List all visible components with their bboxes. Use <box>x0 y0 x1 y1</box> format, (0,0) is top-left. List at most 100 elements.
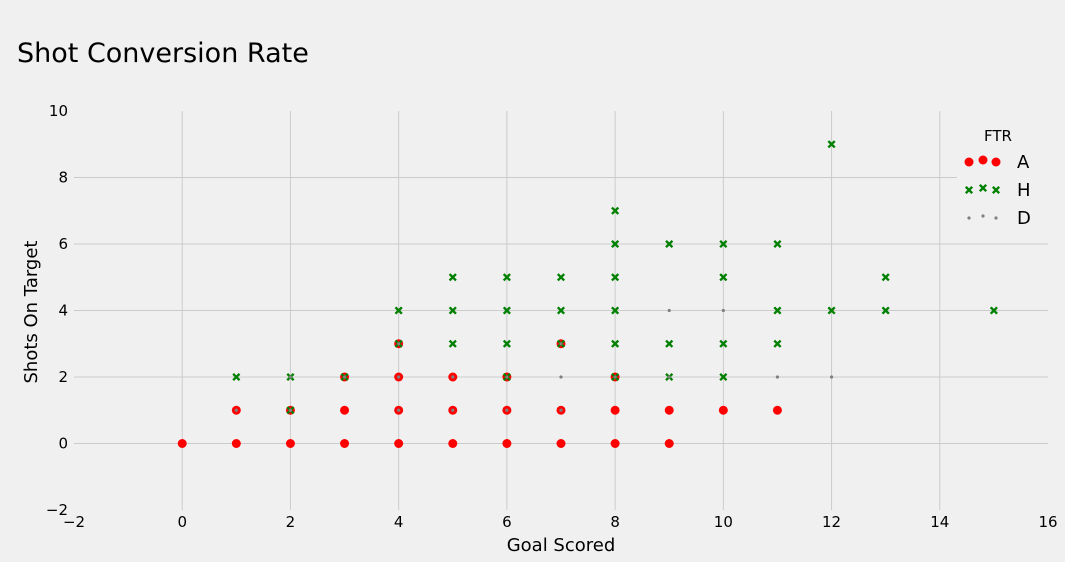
data-point-D <box>397 342 401 346</box>
data-point-D <box>613 375 617 379</box>
x-tick-label: 10 <box>714 513 733 531</box>
legend-marker-H <box>964 185 974 195</box>
data-point-H <box>448 339 457 348</box>
data-point-D <box>234 408 238 412</box>
data-point-D <box>721 308 725 313</box>
data-point-H <box>232 372 241 382</box>
legend-marker-D <box>981 214 985 218</box>
data-point-A <box>231 439 241 448</box>
legend-marker-H <box>978 183 988 193</box>
legend-label: H <box>1017 180 1031 201</box>
y-tick-label: 6 <box>58 235 68 253</box>
legend-marker-H <box>991 185 1001 195</box>
legend: FTR AHD <box>957 118 1049 238</box>
data-point-H <box>881 306 890 315</box>
y-tick-label: 2 <box>58 368 68 386</box>
y-axis-label: Shots On Target <box>21 241 42 384</box>
x-axis-label: Goal Scored <box>507 535 616 556</box>
legend-marker-D <box>994 216 998 220</box>
data-point-D <box>342 375 347 379</box>
data-point-H <box>502 339 511 348</box>
data-point-D <box>397 375 401 379</box>
legend-label: D <box>1017 208 1031 229</box>
data-point-A <box>340 405 350 415</box>
data-point-H <box>502 273 511 282</box>
data-point-H <box>881 273 890 282</box>
data-point-D <box>451 408 455 412</box>
data-point-H <box>502 306 511 315</box>
data-point-H <box>773 239 782 249</box>
data-point-H <box>719 273 728 282</box>
data-points <box>177 140 998 448</box>
data-point-D <box>775 375 780 379</box>
data-point-H <box>719 372 728 382</box>
data-point-D <box>667 308 671 313</box>
y-tick-label: 4 <box>58 302 68 320</box>
data-point-A <box>610 439 620 448</box>
legend-marker-A <box>991 157 1001 167</box>
x-tick-label: 12 <box>822 513 841 531</box>
data-point-A <box>448 439 458 448</box>
data-point-D <box>559 342 563 346</box>
data-point-A <box>664 439 674 448</box>
x-tick-label: 2 <box>286 513 296 531</box>
data-point-A <box>340 439 350 448</box>
x-tick-label: 8 <box>610 513 620 531</box>
data-point-H <box>556 273 566 282</box>
data-point-A <box>610 405 620 415</box>
data-point-H <box>611 273 620 282</box>
x-tick-labels: −2 0 2 4 6 8 10 12 14 16 <box>63 513 1058 531</box>
data-point-H <box>773 306 782 315</box>
x-tick-label: 6 <box>502 513 512 531</box>
data-point-D <box>505 375 509 379</box>
data-point-H <box>611 239 620 249</box>
y-tick-label: −2 <box>46 501 68 519</box>
data-point-D <box>559 408 563 412</box>
data-point-D <box>559 375 563 379</box>
data-point-H <box>611 206 620 215</box>
data-point-H <box>448 306 457 315</box>
data-point-A <box>285 439 295 448</box>
data-point-A <box>772 405 782 415</box>
data-point-H <box>719 339 728 348</box>
data-point-H <box>773 339 782 348</box>
legend-label: A <box>1017 152 1030 173</box>
x-tick-label: 14 <box>930 513 949 531</box>
data-point-D <box>667 375 671 379</box>
legend-marker-D <box>967 216 971 220</box>
x-tick-label: 0 <box>177 513 187 531</box>
data-point-H <box>611 306 620 315</box>
data-point-D <box>829 375 834 379</box>
data-point-D <box>288 375 293 379</box>
x-tick-label: 4 <box>394 513 404 531</box>
data-point-H <box>665 339 674 348</box>
data-point-H <box>665 239 674 249</box>
data-point-H <box>448 273 457 282</box>
data-point-A <box>556 439 566 448</box>
data-point-A <box>664 405 674 415</box>
y-tick-labels: −2 0 2 4 6 8 10 <box>46 102 68 519</box>
data-point-H <box>827 140 836 149</box>
legend-marker-A <box>978 155 988 165</box>
y-tick-label: 10 <box>49 102 68 120</box>
data-point-D <box>451 375 455 379</box>
y-tick-label: 8 <box>58 169 68 187</box>
data-point-D <box>397 408 401 412</box>
legend-title: FTR <box>984 127 1012 145</box>
data-point-H <box>989 306 998 315</box>
legend-box <box>957 118 1049 238</box>
data-point-H <box>719 239 728 249</box>
x-tick-label: 16 <box>1038 513 1057 531</box>
data-point-A <box>502 439 512 448</box>
data-point-D <box>505 408 509 412</box>
data-point-H <box>611 339 620 348</box>
data-point-A <box>718 405 728 415</box>
data-point-A <box>177 439 187 448</box>
data-point-A <box>394 439 404 448</box>
data-point-H <box>556 306 566 315</box>
data-point-H <box>827 306 836 315</box>
chart-title: Shot Conversion Rate <box>17 38 309 69</box>
x-tick-label: −2 <box>63 513 85 531</box>
data-point-D <box>288 408 293 412</box>
